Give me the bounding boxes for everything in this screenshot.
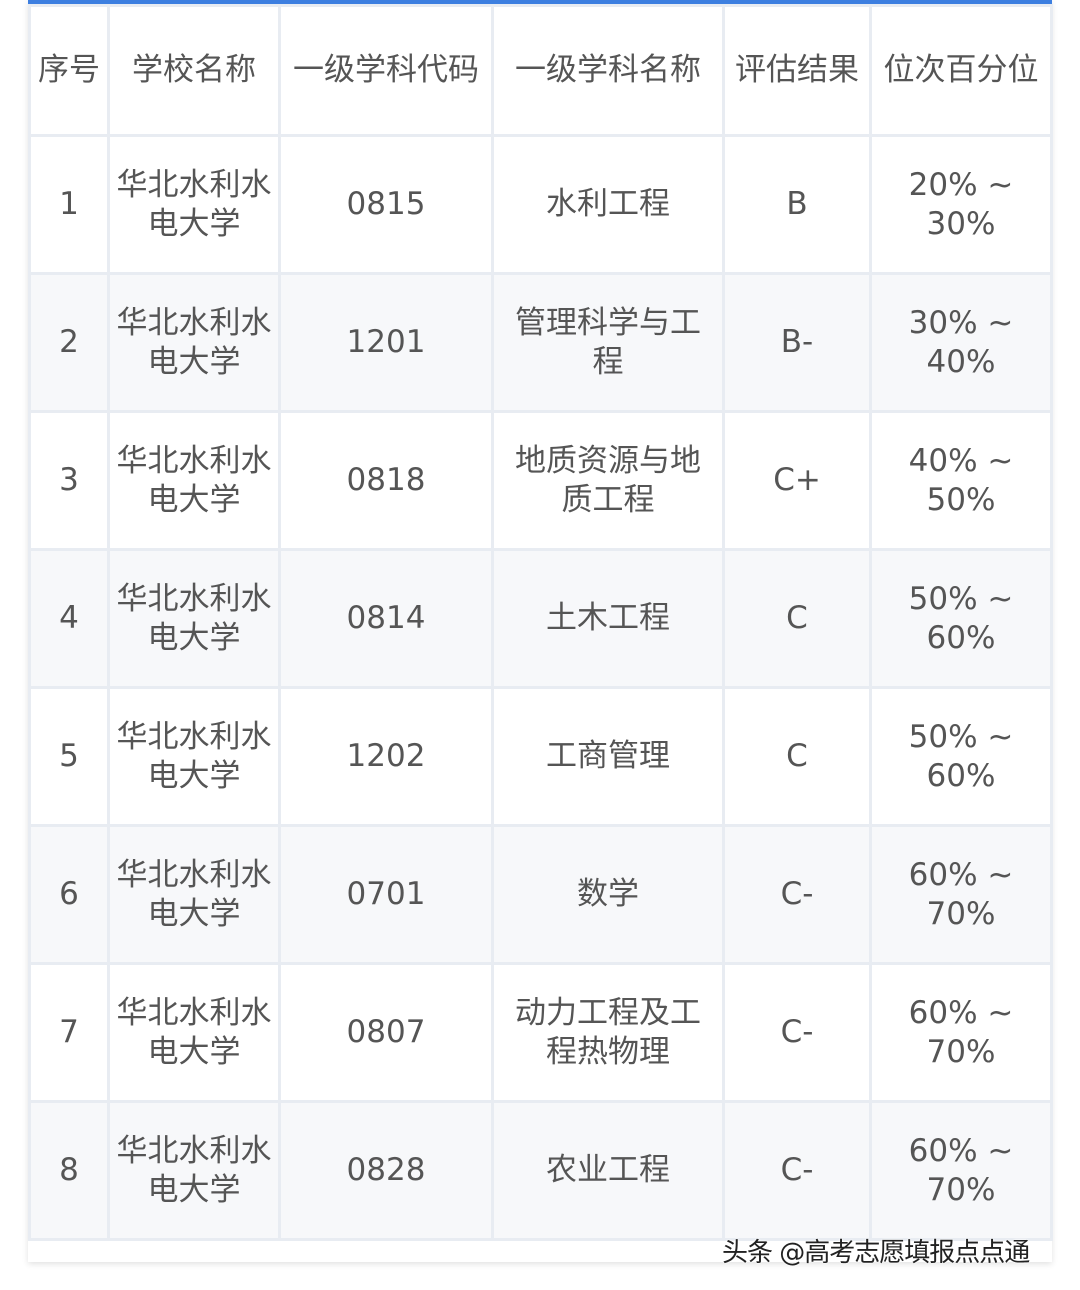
header-result: 评估结果: [722, 4, 872, 137]
cell-school: 华北水利水电大学: [107, 272, 281, 413]
cell-code: 0814: [278, 548, 494, 689]
cell-school: 华北水利水电大学: [107, 1100, 281, 1241]
cell-percentile: 20% ~ 30%: [869, 134, 1053, 275]
cell-index: 6: [28, 824, 110, 965]
cell-percentile: 60% ~ 70%: [869, 1100, 1053, 1241]
cell-index: 8: [28, 1100, 110, 1241]
cell-school: 华北水利水电大学: [107, 134, 281, 275]
cell-school: 华北水利水电大学: [107, 548, 281, 689]
table-row: 5 华北水利水电大学 1202 工商管理 C 50% ~ 60%: [28, 686, 1053, 827]
cell-code: 0807: [278, 962, 494, 1103]
cell-percentile: 60% ~ 70%: [869, 962, 1053, 1103]
table-container: 序号 学校名称 一级学科代码 一级学科名称 评估结果 位次百分位 1 华北水利水电大学 081…: [28, 0, 1053, 1262]
header-school: 学校名称: [107, 4, 281, 137]
table-row: 2 华北水利水电大学 1201 管理科学与工程 B- 30% ~ 40%: [28, 272, 1053, 413]
cell-subject: 农业工程: [491, 1100, 725, 1241]
cell-subject: 水利工程: [491, 134, 725, 275]
table-row: 4 华北水利水电大学 0814 土木工程 C 50% ~ 60%: [28, 548, 1053, 689]
cell-percentile: 40% ~ 50%: [869, 410, 1053, 551]
cell-code: 0828: [278, 1100, 494, 1241]
cell-index: 2: [28, 272, 110, 413]
cell-code: 0815: [278, 134, 494, 275]
cell-index: 3: [28, 410, 110, 551]
cell-result: C-: [722, 962, 872, 1103]
table-row: 6 华北水利水电大学 0701 数学 C- 60% ~ 70%: [28, 824, 1053, 965]
cell-subject: 动力工程及工程热物理: [491, 962, 725, 1103]
cell-code: 0818: [278, 410, 494, 551]
header-code: 一级学科代码: [278, 4, 494, 137]
table-row: 7 华北水利水电大学 0807 动力工程及工程热物理 C- 60% ~ 70%: [28, 962, 1053, 1103]
table-row: 8 华北水利水电大学 0828 农业工程 C- 60% ~ 70%: [28, 1100, 1053, 1241]
cell-result: C: [722, 686, 872, 827]
cell-percentile: 50% ~ 60%: [869, 548, 1053, 689]
cell-subject: 土木工程: [491, 548, 725, 689]
cell-index: 5: [28, 686, 110, 827]
cell-percentile: 60% ~ 70%: [869, 824, 1053, 965]
table-row: 1 华北水利水电大学 0815 水利工程 B 20% ~ 30%: [28, 134, 1053, 275]
header-percentile: 位次百分位: [869, 4, 1053, 137]
cell-school: 华北水利水电大学: [107, 962, 281, 1103]
cell-result: C+: [722, 410, 872, 551]
cell-percentile: 30% ~ 40%: [869, 272, 1053, 413]
cell-index: 1: [28, 134, 110, 275]
cell-subject: 管理科学与工程: [491, 272, 725, 413]
cell-result: B-: [722, 272, 872, 413]
cell-school: 华北水利水电大学: [107, 686, 281, 827]
discipline-evaluation-table: 序号 学校名称 一级学科代码 一级学科名称 评估结果 位次百分位 1 华北水利水电大学 081…: [28, 4, 1053, 1241]
header-subject: 一级学科名称: [491, 4, 725, 137]
header-index: 序号: [28, 4, 110, 137]
cell-percentile: 50% ~ 60%: [869, 686, 1053, 827]
cell-subject: 工商管理: [491, 686, 725, 827]
cell-school: 华北水利水电大学: [107, 410, 281, 551]
cell-result: B: [722, 134, 872, 275]
cell-subject: 数学: [491, 824, 725, 965]
header-row: 序号 学校名称 一级学科代码 一级学科名称 评估结果 位次百分位: [28, 4, 1053, 137]
accent-bar: [28, 0, 1052, 4]
cell-result: C-: [722, 1100, 872, 1241]
cell-code: 1202: [278, 686, 494, 827]
cell-school: 华北水利水电大学: [107, 824, 281, 965]
watermark: 头条 @高考志愿填报点点通: [722, 1238, 1030, 1268]
cell-index: 7: [28, 962, 110, 1103]
cell-result: C-: [722, 824, 872, 965]
cell-subject: 地质资源与地质工程: [491, 410, 725, 551]
cell-code: 0701: [278, 824, 494, 965]
cell-result: C: [722, 548, 872, 689]
cell-index: 4: [28, 548, 110, 689]
table-row: 3 华北水利水电大学 0818 地质资源与地质工程 C+ 40% ~ 50%: [28, 410, 1053, 551]
cell-code: 1201: [278, 272, 494, 413]
